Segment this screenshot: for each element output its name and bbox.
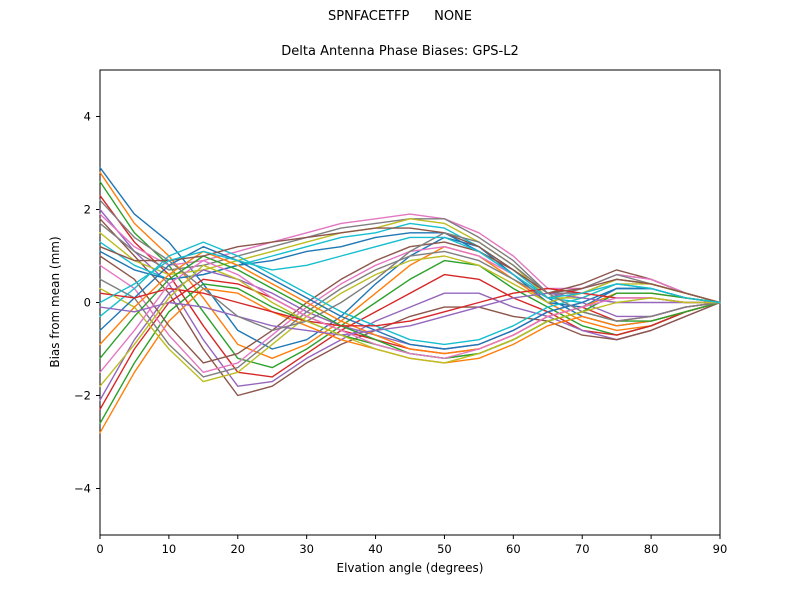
series-layer	[99, 166, 721, 434]
x-tick-label: 30	[299, 542, 314, 556]
x-tick-label: 0	[96, 542, 103, 556]
x-tick-label: 60	[506, 542, 521, 556]
series-line-series-02	[99, 171, 721, 359]
ticks-layer: 0 10 20 30 40 50 60 70 80 90 −4 −2 0 2 4	[74, 110, 727, 557]
y-axis-label: Bias from mean (mm)	[48, 236, 62, 368]
series-line-series-26	[99, 227, 721, 304]
x-tick-label: 80	[644, 542, 659, 556]
series-line-series-11	[99, 232, 721, 308]
x-axis-label: Elvation angle (degrees)	[336, 561, 484, 575]
x-tick-label: 50	[437, 542, 452, 556]
x-tick-label: 40	[368, 542, 383, 556]
x-tick-label: 70	[575, 542, 590, 556]
figure-suptitle: SPNFACETFP NONE	[327, 9, 472, 24]
chart-title: Delta Antenna Phase Biases: GPS-L2	[281, 44, 519, 59]
series-line-series-21	[99, 245, 721, 350]
series-line-series-18	[99, 250, 721, 378]
y-tick-label: −4	[74, 482, 91, 496]
series-line-series-27	[99, 259, 721, 373]
series-line-series-30	[99, 236, 721, 304]
series-line-series-15	[99, 269, 721, 401]
x-tick-label: 90	[713, 542, 728, 556]
series-line-series-28	[99, 199, 721, 332]
y-tick-label: 4	[84, 110, 91, 124]
y-tick-label: −2	[74, 389, 91, 403]
series-line-series-06	[99, 218, 721, 397]
x-tick-label: 20	[230, 542, 245, 556]
y-tick-label: 0	[84, 296, 91, 310]
y-tick-label: 2	[84, 203, 91, 217]
series-line-series-29	[99, 264, 721, 387]
series-line-series-16	[99, 241, 721, 364]
x-tick-label: 10	[162, 542, 177, 556]
series-line-series-04	[99, 194, 721, 378]
